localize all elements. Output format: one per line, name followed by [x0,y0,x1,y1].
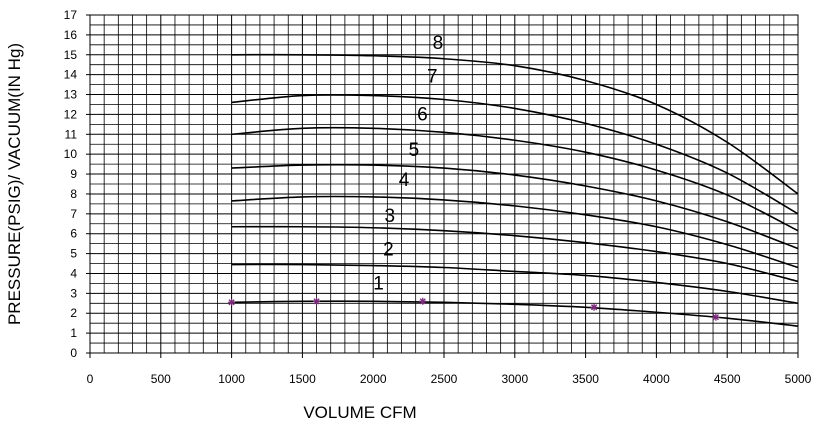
x-tick-label: 3000 [501,372,528,386]
y-tick-label: 8 [70,187,77,201]
curve-labels: 1 2 34 5 6 7 8 [373,33,443,295]
grid [90,15,798,353]
x-axis-title: VOLUME CFM [303,403,416,422]
curve-label-3: 3 [385,206,396,227]
x-tick-label: 4500 [714,372,741,386]
curve-line-2 [231,263,799,305]
y-tick-label: 1 [70,326,77,340]
x-tick-label: 0 [87,372,94,386]
curve-line-8 [231,53,799,195]
data-marker [313,297,321,305]
marker-stroke [591,304,598,311]
curve-label-8: 8 [433,33,444,54]
y-tick-label: 6 [70,227,77,241]
curve-line-7 [231,94,799,215]
marker-stroke [712,314,719,321]
curve-label-1: 1 [373,273,384,294]
y-tick-label: 7 [70,207,77,221]
curve-label-5: 5 [409,140,420,161]
x-tick-label: 5000 [785,372,812,386]
data-marker [712,313,720,321]
y-axis-title: PRESSURE(PSIG)/ VACUUM(IN Hg) [5,43,24,325]
x-axis-ticks: 0 500 1000 1500 2000 2500 3000 3500 4000 4500 5000 [87,353,812,386]
y-tick-label: 3 [70,286,77,300]
data-markers [228,297,720,321]
curve-line-6 [231,126,799,232]
curve-label-2: 2 [383,240,394,261]
x-tick-label: 2500 [431,372,458,386]
curves [231,53,799,327]
x-tick-label: 4000 [643,372,670,386]
y-tick-label: 15 [64,48,78,62]
curve-line-3 [231,225,799,283]
x-tick-label: 2000 [360,372,387,386]
data-marker [228,298,236,306]
curve-line-4 [231,195,799,269]
x-tick-label: 1000 [218,372,245,386]
y-tick-label: 2 [70,306,77,320]
x-tick-label: 500 [151,372,171,386]
y-tick-label: 9 [70,167,77,181]
y-tick-label: 5 [70,247,77,261]
curve-label-7: 7 [427,67,438,88]
data-marker [419,297,427,305]
marker-stroke [228,299,235,306]
x-tick-label: 3500 [572,372,599,386]
y-tick-label: 17 [64,8,78,22]
curve-label-4: 4 [399,170,410,191]
marker-stroke [313,298,320,305]
y-tick-label: 11 [65,127,78,141]
data-marker [590,303,598,311]
y-tick-label: 10 [64,147,78,161]
y-tick-label: 12 [64,107,78,121]
y-tick-label: 4 [70,266,77,280]
marker-stroke [419,298,426,305]
curve-line-5 [231,163,799,250]
y-tick-label: 13 [64,88,78,102]
y-tick-label: 0 [70,346,77,360]
curve-line-1 [231,300,799,327]
y-tick-label: 16 [64,28,78,42]
y-tick-label: 14 [64,68,78,82]
curve-label-6: 6 [417,104,428,125]
x-tick-label: 1500 [289,372,316,386]
